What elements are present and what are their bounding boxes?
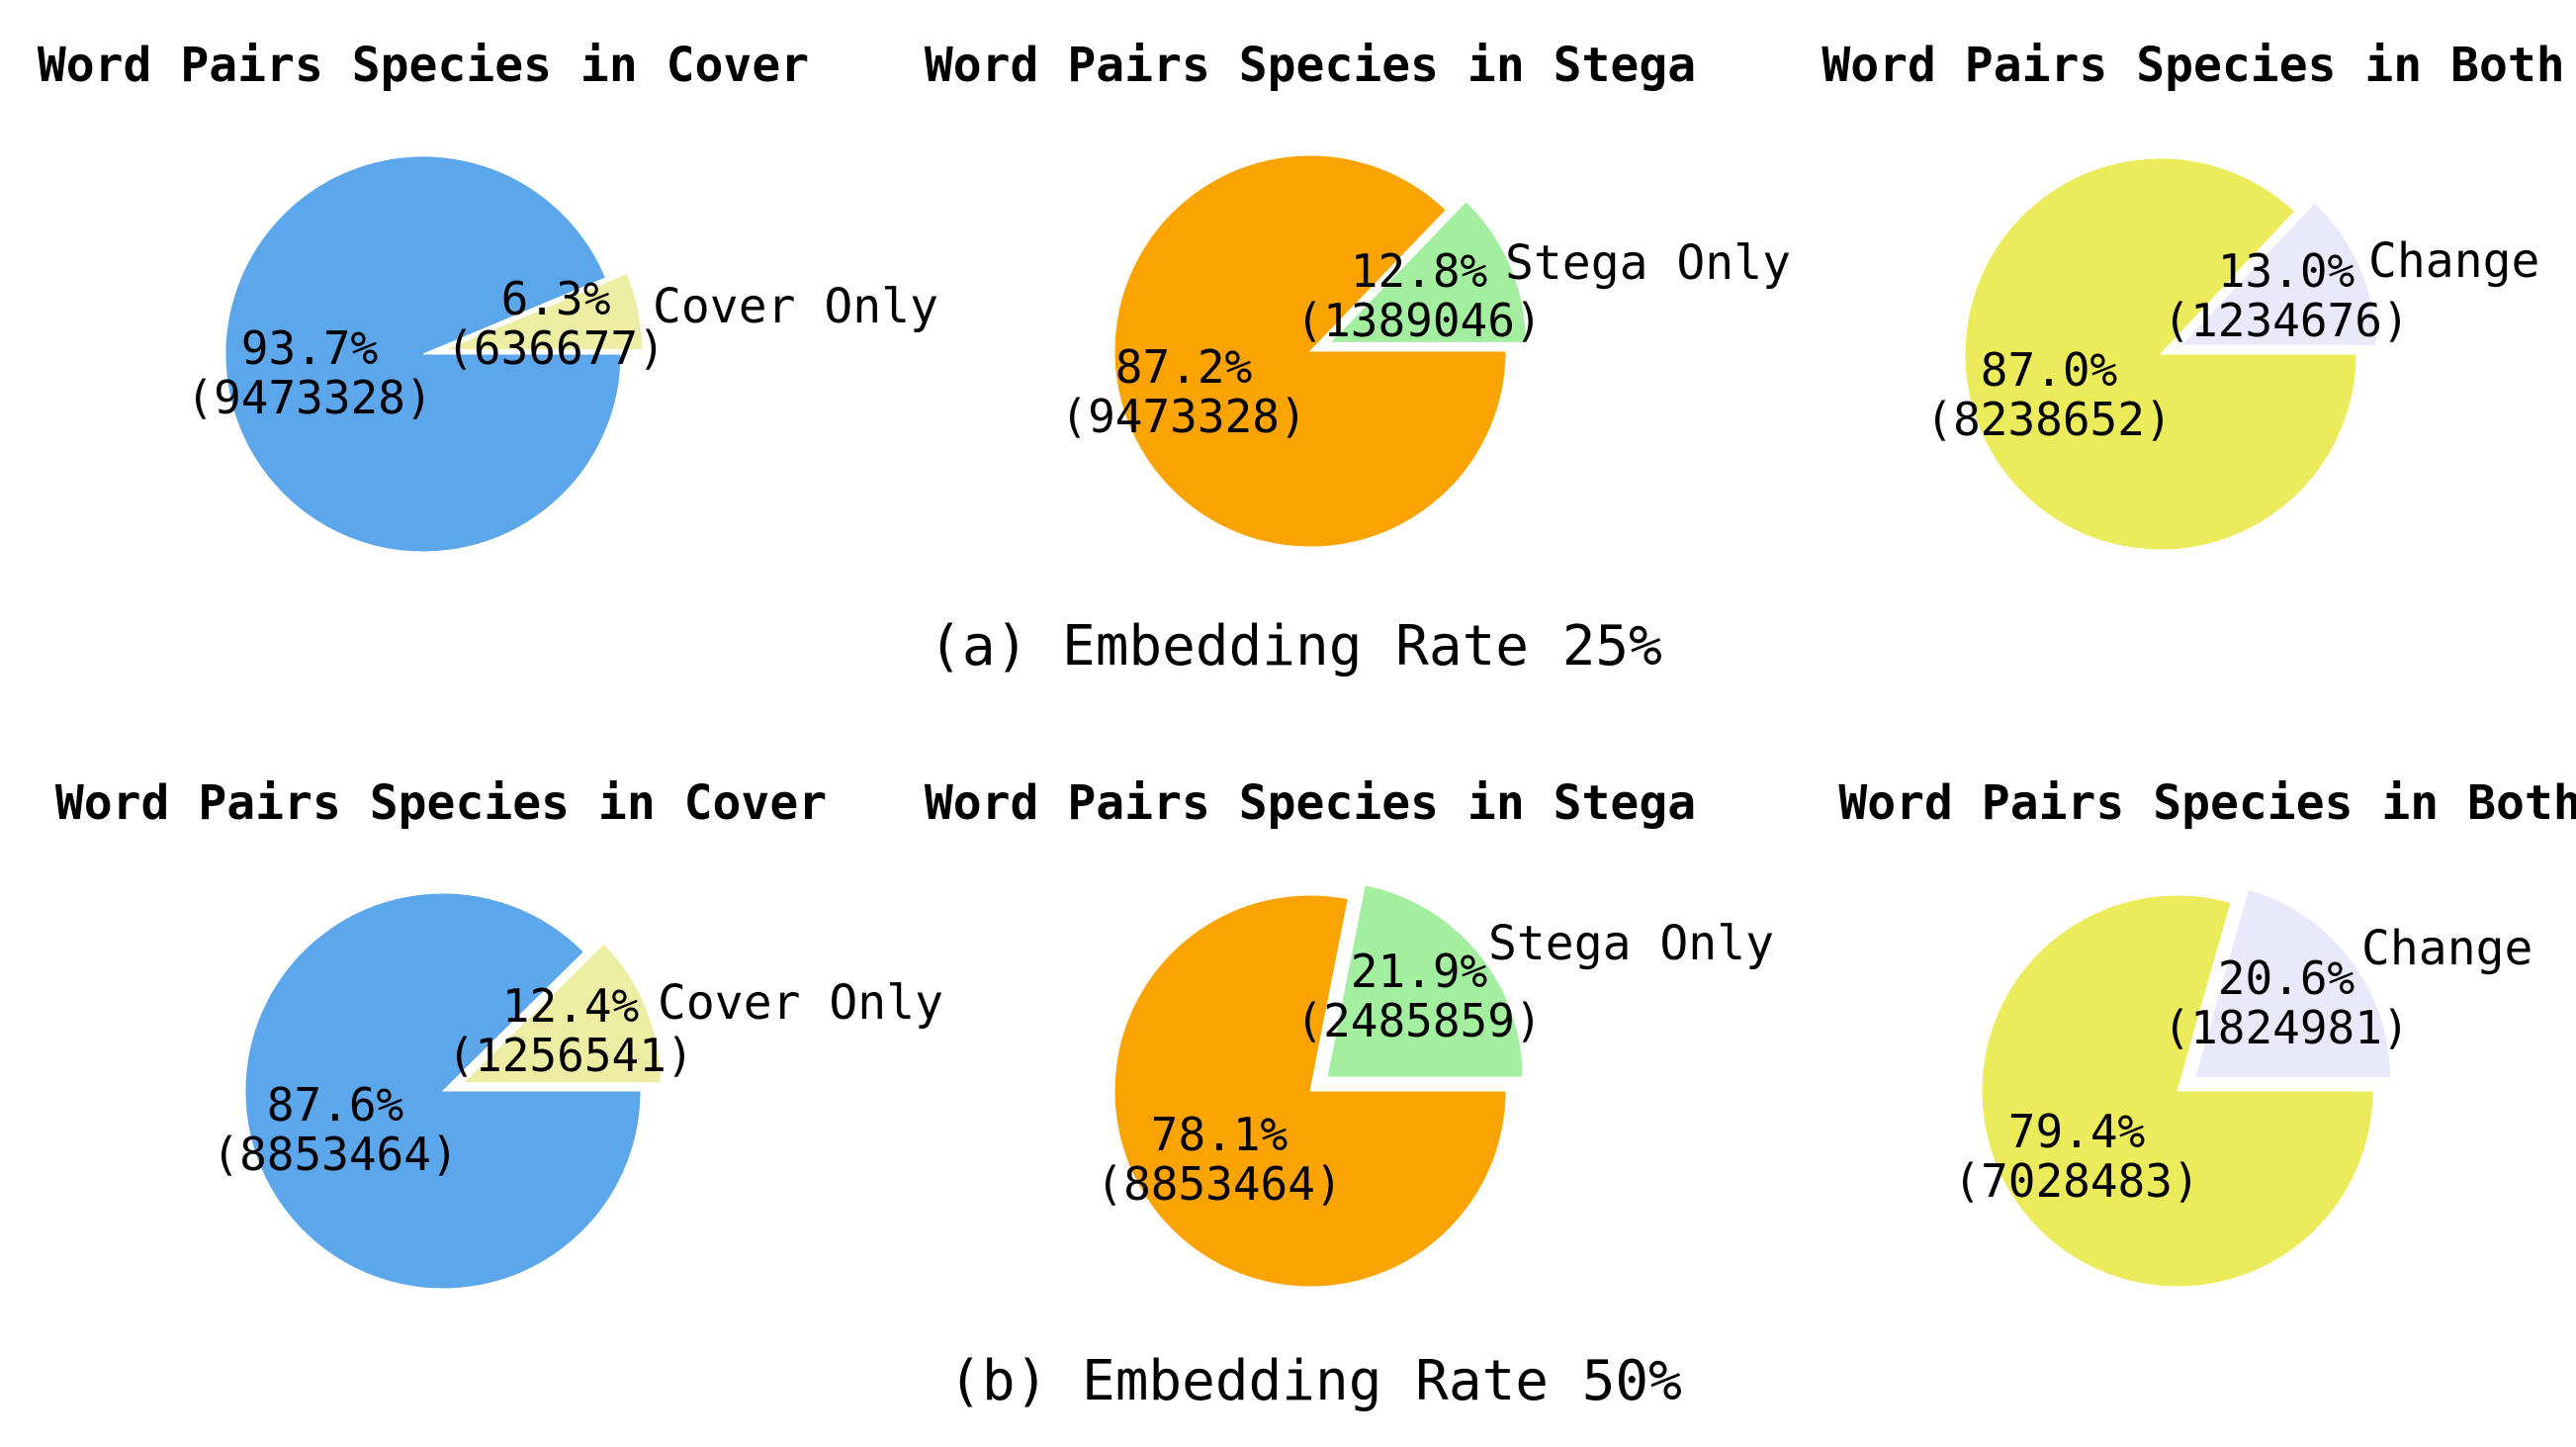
chart-title: Word Pairs Species in Both (1838, 775, 2576, 831)
slice-minor-count: (1256541) (447, 1029, 693, 1082)
slice-minor-count: (1824981) (2163, 1001, 2409, 1054)
pie-slice-major (1113, 154, 1507, 548)
pie-slice-major (1964, 157, 2357, 551)
slice-major-percent: 87.2% (1115, 340, 1252, 394)
pie-slice-minor (462, 943, 662, 1084)
slice-minor-percent: 12.4% (502, 979, 639, 1033)
chart-b-cover: Word Pairs Species in Cover 87.6% (88534… (55, 775, 943, 1290)
slice-major-count: (9473328) (1060, 390, 1306, 443)
slice-minor-count: (2485859) (1295, 994, 1542, 1047)
slice-minor-percent: 6.3% (501, 272, 611, 325)
chart-title: Word Pairs Species in Cover (55, 775, 827, 831)
slice-minor-label: Stega Only (1505, 235, 1791, 291)
pie-slice-minor (444, 272, 644, 351)
pie-slice-major (244, 892, 642, 1290)
chart-a-both: Word Pairs Species in Both 87.0% (823865… (1821, 38, 2565, 551)
pie-slice-minor (2179, 202, 2377, 346)
chart-title: Word Pairs Species in Cover (38, 38, 809, 93)
slice-minor-count: (1234676) (2163, 294, 2409, 347)
chart-b-both: Word Pairs Species in Both 79.4% (702848… (1838, 775, 2576, 1288)
slice-minor-label: Stega Only (1488, 916, 1774, 971)
slice-minor-count: (1389046) (1295, 294, 1542, 347)
slice-major-count: (7028483) (1953, 1154, 2199, 1208)
slice-minor-percent: 12.8% (1351, 244, 1487, 298)
slice-major-percent: 93.7% (241, 321, 378, 375)
slice-minor-percent: 20.6% (2218, 951, 2354, 1005)
pie-slice-minor (1326, 884, 1524, 1078)
slice-minor-label: Cover Only (658, 975, 943, 1031)
slice-minor-percent: 13.0% (2218, 244, 2354, 298)
row-b: Word Pairs Species in Cover 87.6% (88534… (55, 775, 2576, 1413)
row-a: Word Pairs Species in Cover 93.7% (94733… (38, 38, 2565, 678)
chart-title: Word Pairs Species in Stega (925, 38, 1696, 93)
slice-minor-label: Cover Only (653, 279, 938, 334)
chart-b-stega: Word Pairs Species in Stega 78.1% (88534… (925, 775, 1774, 1288)
slice-minor-percent: 21.9% (1351, 945, 1487, 998)
slice-major-percent: 78.1% (1151, 1108, 1288, 1161)
slice-minor-count: (636677) (446, 321, 666, 375)
pie-slice-minor (1329, 201, 1527, 343)
pie-slice-major (1981, 894, 2374, 1288)
slice-major-count: (9473328) (186, 371, 432, 424)
pie-slice-major (224, 155, 622, 553)
chart-a-stega: Word Pairs Species in Stega 87.2% (94733… (925, 38, 1791, 548)
pie-slice-minor (2193, 888, 2392, 1079)
slice-minor-label: Change (2361, 921, 2532, 976)
slice-major-count: (8238652) (1925, 393, 2172, 446)
chart-title: Word Pairs Species in Both (1821, 38, 2564, 93)
row-caption: (a) Embedding Rate 25% (929, 614, 1662, 678)
slice-minor-label: Change (2368, 233, 2539, 289)
slice-major-count: (8853464) (1096, 1157, 1342, 1211)
chart-a-cover: Word Pairs Species in Cover 93.7% (94733… (38, 38, 938, 553)
slice-major-percent: 87.0% (1981, 343, 2117, 397)
pie-slice-major (1113, 894, 1507, 1288)
slice-major-percent: 79.4% (2008, 1105, 2145, 1158)
slice-major-percent: 87.6% (267, 1078, 403, 1131)
slice-major-count: (8853464) (212, 1128, 458, 1181)
row-caption: (b) Embedding Rate 50% (948, 1349, 1682, 1413)
chart-title: Word Pairs Species in Stega (925, 775, 1696, 831)
